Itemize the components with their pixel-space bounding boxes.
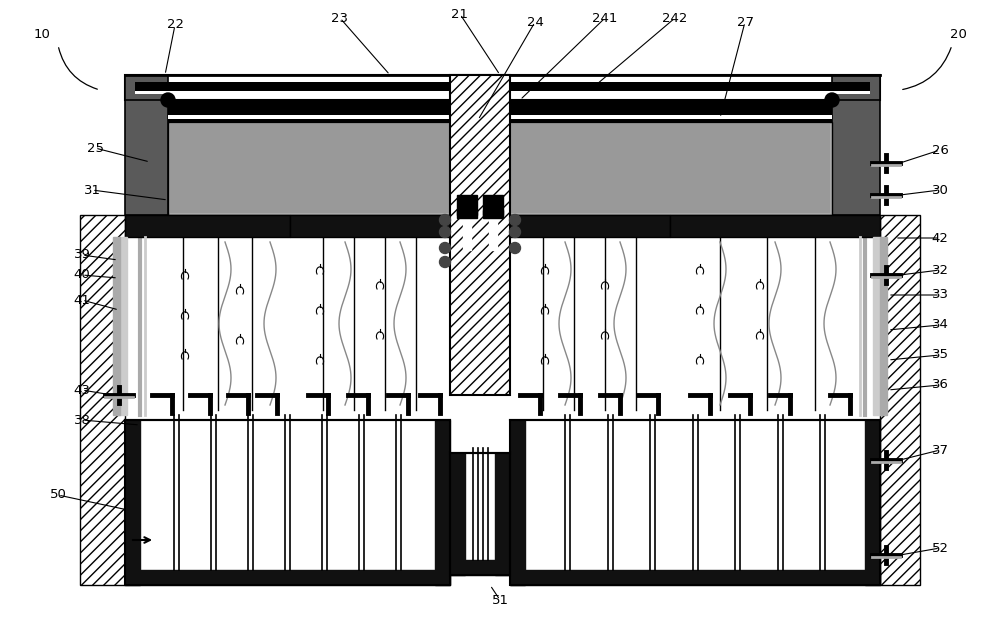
Circle shape [510, 215, 520, 225]
Bar [168, 100, 832, 115]
Bar [510, 420, 880, 585]
Bar [450, 453, 510, 575]
Text: 31: 31 [84, 183, 100, 196]
Text: 30: 30 [932, 183, 948, 196]
Bar [450, 453, 510, 575]
Text: 23: 23 [332, 12, 349, 25]
Polygon shape [873, 237, 881, 415]
Text: 27: 27 [736, 15, 754, 28]
Polygon shape [450, 560, 510, 575]
Bar [125, 215, 290, 237]
Polygon shape [865, 420, 880, 585]
Polygon shape [483, 210, 503, 218]
Text: 22: 22 [166, 19, 184, 31]
Polygon shape [495, 453, 510, 575]
Polygon shape [483, 195, 503, 215]
Circle shape [161, 93, 175, 107]
Text: 40: 40 [74, 268, 90, 281]
Text: 39: 39 [74, 249, 90, 262]
Circle shape [440, 257, 450, 268]
Text: 242: 242 [662, 12, 688, 25]
Bar [510, 215, 670, 237]
Polygon shape [463, 215, 471, 250]
Polygon shape [125, 420, 140, 585]
Text: 25: 25 [87, 141, 104, 154]
Polygon shape [450, 453, 465, 575]
Polygon shape [880, 237, 887, 415]
Bar [80, 215, 125, 585]
Text: 35: 35 [932, 349, 948, 362]
Bar [832, 75, 880, 215]
Text: 241: 241 [592, 12, 618, 25]
Bar [170, 124, 830, 213]
Text: 34: 34 [932, 318, 948, 331]
Bar [168, 119, 832, 122]
Bar [670, 215, 880, 237]
Circle shape [510, 242, 520, 254]
Text: 42: 42 [932, 231, 948, 244]
Text: 10: 10 [34, 28, 50, 41]
Bar [290, 215, 450, 237]
Text: 21: 21 [452, 7, 468, 20]
Polygon shape [435, 420, 450, 585]
Bar [168, 115, 832, 119]
Circle shape [440, 215, 450, 225]
Text: 36: 36 [932, 378, 948, 392]
Polygon shape [119, 237, 127, 415]
Polygon shape [510, 420, 525, 585]
Polygon shape [125, 570, 450, 585]
Bar [880, 215, 920, 585]
Bar [510, 420, 880, 585]
Text: 38: 38 [74, 413, 90, 426]
Polygon shape [457, 195, 477, 215]
Text: 41: 41 [74, 294, 90, 307]
Circle shape [440, 242, 450, 254]
Text: 24: 24 [527, 15, 543, 28]
Polygon shape [457, 210, 477, 218]
Text: 50: 50 [50, 489, 66, 502]
Circle shape [440, 226, 450, 238]
Bar [135, 91, 870, 94]
Bar [125, 75, 168, 215]
Circle shape [510, 226, 520, 238]
Text: 51: 51 [492, 594, 509, 607]
Bar [125, 420, 450, 585]
Polygon shape [113, 237, 120, 415]
Text: 20: 20 [950, 28, 966, 41]
Text: 37: 37 [932, 444, 948, 457]
Text: 52: 52 [932, 542, 948, 555]
Bar [125, 75, 880, 100]
Bar [135, 82, 870, 91]
Text: 26: 26 [932, 144, 948, 157]
Polygon shape [510, 570, 880, 585]
Text: 33: 33 [932, 289, 948, 302]
Bar [125, 420, 450, 585]
Text: 43: 43 [74, 384, 90, 397]
Bar [450, 75, 510, 395]
Text: 32: 32 [932, 263, 948, 276]
Polygon shape [489, 215, 497, 250]
Bar [168, 122, 832, 215]
Circle shape [825, 93, 839, 107]
